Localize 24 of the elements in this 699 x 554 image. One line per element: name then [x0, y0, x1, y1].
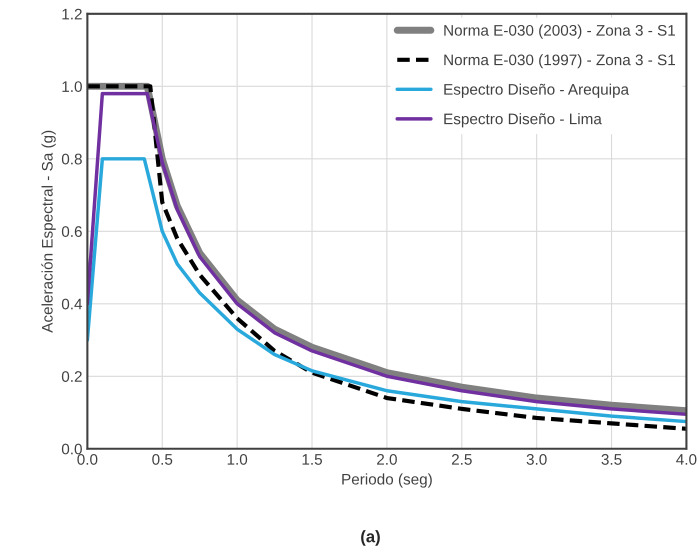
x-tick-label: 4.0	[676, 454, 696, 465]
y-tick-label: 0.0	[62, 444, 82, 454]
x-tick-label: 3.0	[526, 454, 547, 465]
line-series	[87, 157, 686, 424]
x-tick-label: 1.0	[228, 454, 248, 465]
legend-label: Espectro Diseño - Arequipa	[444, 84, 630, 98]
x-tick-label: 3.5	[602, 454, 622, 465]
y-tick-label: 1.0	[62, 81, 82, 92]
text: (a)	[361, 530, 380, 546]
legend-label: Norma E-030 (1997) - Zona 3 - S1	[444, 54, 675, 68]
legend-label: Espectro Diseño - Lima	[444, 113, 602, 128]
legend-label: Norma E-030 (2003) - Zona 3 - S1	[444, 24, 675, 39]
x-tick-label: 2.0	[377, 454, 397, 465]
y-tick-label: 0.6	[62, 226, 82, 237]
x-tick-label: 1.5	[302, 454, 322, 465]
y-tick-label: 0.2	[62, 371, 82, 382]
x-tick-label: 0.0	[77, 454, 98, 465]
y-axis-title: Aceleración Espectral - Sa (g)	[41, 130, 56, 333]
y-tick-label: 1.2	[62, 8, 82, 20]
x-axis-title: Periodo (seg)	[342, 473, 432, 488]
x-tick-label: 0.5	[152, 454, 172, 465]
x-tick-label: 2.5	[452, 454, 472, 465]
y-tick-label: 0.4	[62, 298, 82, 310]
y-tick-label: 0.8	[62, 154, 82, 164]
